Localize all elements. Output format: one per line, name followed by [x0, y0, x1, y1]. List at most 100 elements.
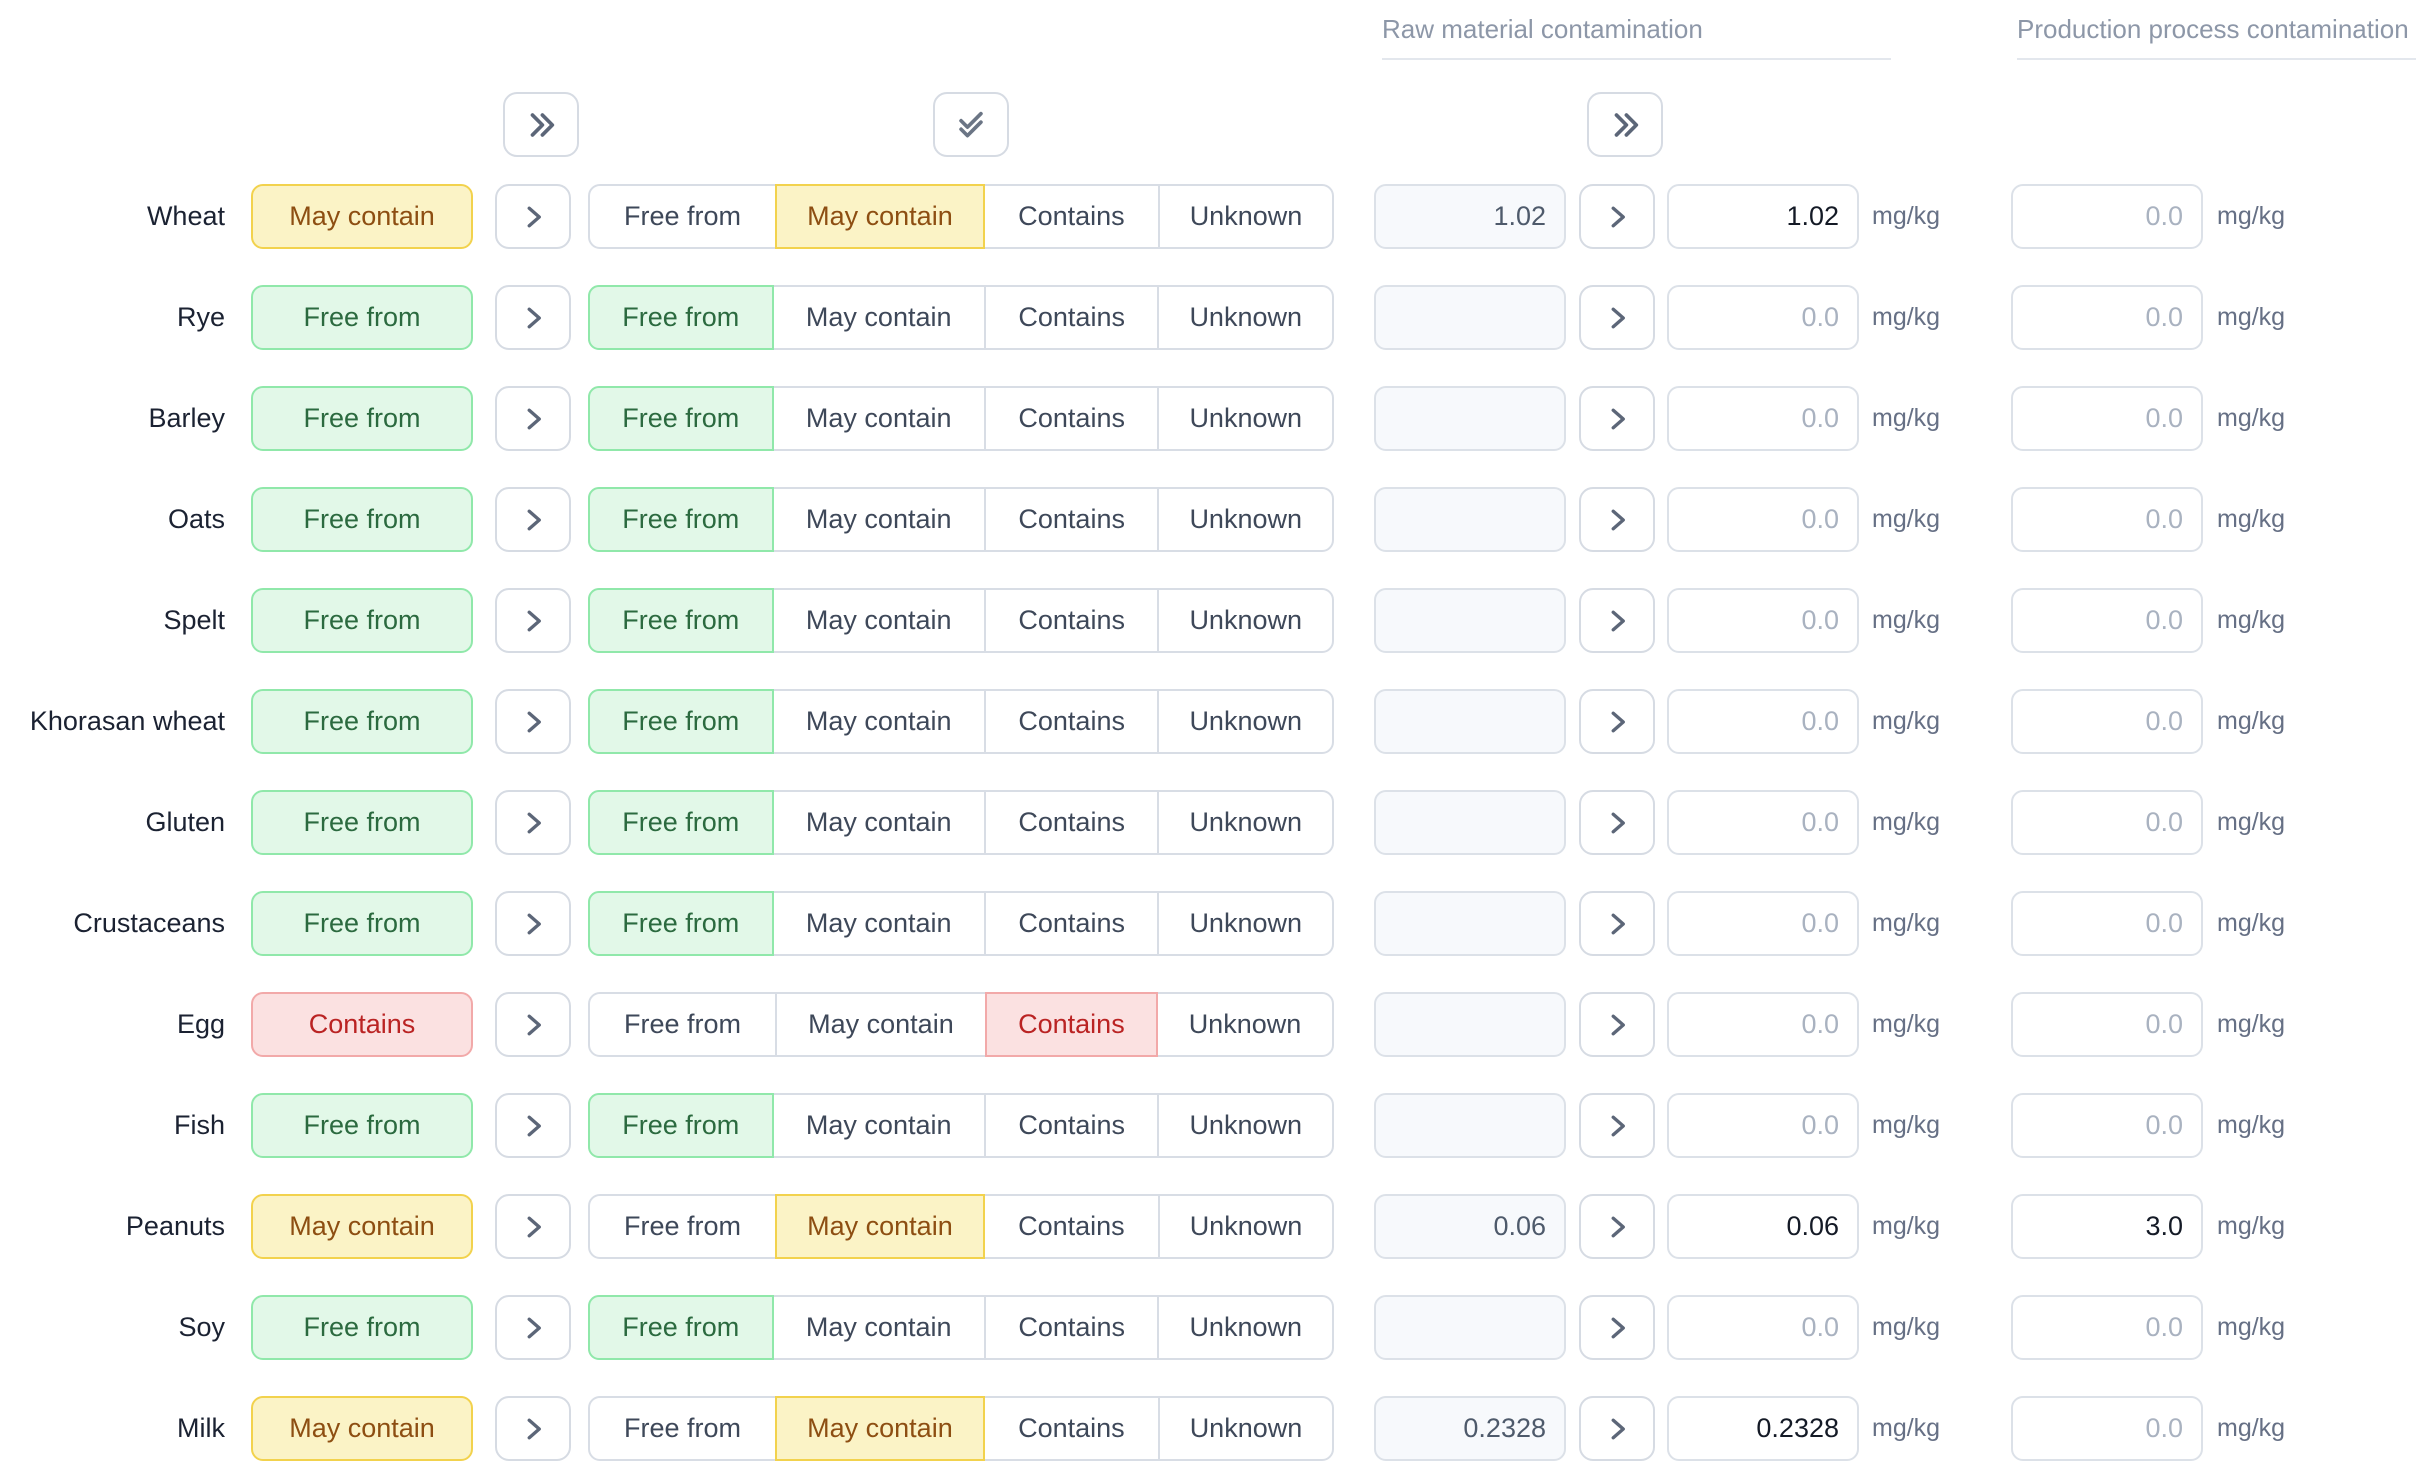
copy-status-button[interactable] [495, 689, 571, 754]
copy-status-button[interactable] [495, 992, 571, 1057]
expand-raw-values-button[interactable] [1587, 92, 1663, 157]
production-contamination-input[interactable] [2011, 689, 2203, 754]
copy-raw-value-button[interactable] [1579, 1194, 1655, 1259]
copy-status-button[interactable] [495, 588, 571, 653]
segment-free-from[interactable]: Free from [588, 689, 774, 754]
apply-all-statuses-button[interactable] [933, 92, 1009, 157]
raw-contamination-reference-input[interactable] [1374, 588, 1566, 653]
production-contamination-input[interactable] [2011, 1093, 2203, 1158]
segment-free-from[interactable]: Free from [623, 201, 742, 231]
production-contamination-input[interactable] [2011, 285, 2203, 350]
segment-may-contain[interactable]: May contain [805, 605, 952, 635]
copy-raw-value-button[interactable] [1579, 992, 1655, 1057]
production-contamination-input[interactable] [2011, 386, 2203, 451]
segment-contains[interactable]: Contains [983, 792, 1158, 853]
copy-raw-value-button[interactable] [1579, 588, 1655, 653]
segment-contains[interactable]: Contains [1018, 201, 1125, 231]
raw-contamination-input[interactable] [1667, 689, 1859, 754]
segment-free-from[interactable]: Free from [623, 1009, 742, 1039]
segment-contains[interactable]: Contains [983, 1095, 1158, 1156]
expand-status-column-button[interactable] [503, 92, 579, 157]
production-contamination-input[interactable] [2011, 487, 2203, 552]
copy-raw-value-button[interactable] [1579, 1396, 1655, 1461]
copy-raw-value-button[interactable] [1579, 1295, 1655, 1360]
segment-may-contain[interactable]: May contain [805, 1312, 952, 1342]
copy-status-button[interactable] [495, 487, 571, 552]
segment-may-contain[interactable]: May contain [775, 994, 985, 1055]
segment-may-contain[interactable]: May contain [805, 302, 952, 332]
segment-may-contain[interactable]: May contain [805, 403, 952, 433]
segment-may-contain[interactable]: May contain [805, 908, 952, 938]
raw-contamination-input[interactable] [1667, 386, 1859, 451]
raw-contamination-input[interactable] [1667, 184, 1859, 249]
segment-free-from[interactable]: Free from [588, 386, 774, 451]
segment-free-from[interactable]: Free from [623, 1413, 742, 1443]
raw-contamination-reference-input[interactable] [1374, 184, 1566, 249]
segment-free-from[interactable]: Free from [588, 891, 774, 956]
segment-contains[interactable]: Contains [983, 893, 1158, 954]
production-contamination-input[interactable] [2011, 1295, 2203, 1360]
copy-status-button[interactable] [495, 184, 571, 249]
segment-unknown[interactable]: Unknown [1157, 792, 1332, 853]
segment-contains[interactable]: Contains [1018, 1211, 1125, 1241]
copy-status-button[interactable] [495, 285, 571, 350]
raw-contamination-input[interactable] [1667, 1295, 1859, 1360]
segment-free-from[interactable]: Free from [588, 1093, 774, 1158]
raw-contamination-input[interactable] [1667, 891, 1859, 956]
production-contamination-input[interactable] [2011, 1396, 2203, 1461]
segment-may-contain[interactable]: May contain [775, 1194, 985, 1259]
segment-may-contain[interactable]: May contain [805, 504, 952, 534]
segment-contains[interactable]: Contains [983, 691, 1158, 752]
segment-unknown[interactable]: Unknown [1157, 691, 1332, 752]
raw-contamination-input[interactable] [1667, 285, 1859, 350]
raw-contamination-reference-input[interactable] [1374, 1396, 1566, 1461]
copy-status-button[interactable] [495, 1194, 571, 1259]
segment-unknown[interactable]: Unknown [1157, 893, 1332, 954]
segment-may-contain[interactable]: May contain [775, 184, 985, 249]
segment-free-from[interactable]: Free from [588, 1295, 774, 1360]
raw-contamination-reference-input[interactable] [1374, 790, 1566, 855]
copy-raw-value-button[interactable] [1579, 689, 1655, 754]
segment-may-contain[interactable]: May contain [775, 1396, 985, 1461]
segment-contains[interactable]: Contains [983, 287, 1158, 348]
raw-contamination-input[interactable] [1667, 1396, 1859, 1461]
copy-raw-value-button[interactable] [1579, 1093, 1655, 1158]
raw-contamination-reference-input[interactable] [1374, 1295, 1566, 1360]
segment-unknown[interactable]: Unknown [1157, 489, 1332, 550]
copy-status-button[interactable] [495, 1295, 571, 1360]
production-contamination-input[interactable] [2011, 1194, 2203, 1259]
segment-unknown[interactable]: Unknown [1157, 1398, 1332, 1459]
production-contamination-input[interactable] [2011, 891, 2203, 956]
segment-unknown[interactable]: Unknown [1188, 1009, 1302, 1039]
segment-contains[interactable]: Contains [983, 1297, 1158, 1358]
copy-status-button[interactable] [495, 1093, 571, 1158]
segment-free-from[interactable]: Free from [588, 285, 774, 350]
raw-contamination-reference-input[interactable] [1374, 689, 1566, 754]
segment-unknown[interactable]: Unknown [1157, 388, 1332, 449]
copy-raw-value-button[interactable] [1579, 386, 1655, 451]
copy-status-button[interactable] [495, 891, 571, 956]
raw-contamination-input[interactable] [1667, 487, 1859, 552]
segment-unknown[interactable]: Unknown [1157, 186, 1332, 247]
copy-raw-value-button[interactable] [1579, 487, 1655, 552]
copy-status-button[interactable] [495, 790, 571, 855]
raw-contamination-reference-input[interactable] [1374, 285, 1566, 350]
segment-contains[interactable]: Contains [1018, 1413, 1125, 1443]
raw-contamination-input[interactable] [1667, 588, 1859, 653]
raw-contamination-input[interactable] [1667, 992, 1859, 1057]
segment-contains[interactable]: Contains [983, 388, 1158, 449]
production-contamination-input[interactable] [2011, 588, 2203, 653]
segment-may-contain[interactable]: May contain [805, 1110, 952, 1140]
copy-status-button[interactable] [495, 1396, 571, 1461]
copy-raw-value-button[interactable] [1579, 790, 1655, 855]
copy-status-button[interactable] [495, 386, 571, 451]
production-contamination-input[interactable] [2011, 184, 2203, 249]
raw-contamination-reference-input[interactable] [1374, 992, 1566, 1057]
raw-contamination-reference-input[interactable] [1374, 891, 1566, 956]
production-contamination-input[interactable] [2011, 790, 2203, 855]
segment-may-contain[interactable]: May contain [805, 706, 952, 736]
segment-unknown[interactable]: Unknown [1157, 1196, 1332, 1257]
copy-raw-value-button[interactable] [1579, 891, 1655, 956]
raw-contamination-input[interactable] [1667, 790, 1859, 855]
segment-unknown[interactable]: Unknown [1157, 1297, 1332, 1358]
